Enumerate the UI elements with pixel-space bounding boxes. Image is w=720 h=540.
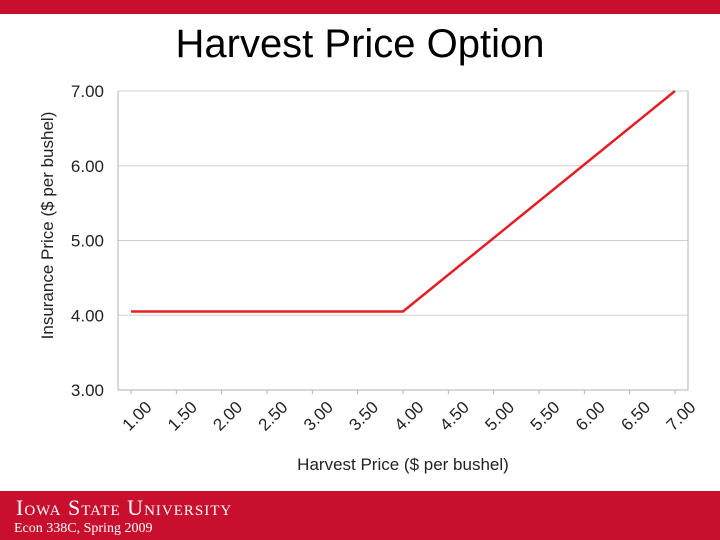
slide-title: Harvest Price Option <box>175 22 545 66</box>
x-tick-labels: 1.00 1.50 2.00 2.50 3.00 3.50 4.00 4.50 5.00 5.50… <box>119 398 700 435</box>
plot-frame <box>117 91 689 394</box>
x-tick-label: 6.00 <box>572 398 609 435</box>
x-tick-label: 3.00 <box>300 398 337 435</box>
x-tick-label: 3.50 <box>345 398 382 435</box>
x-tick-label: 2.50 <box>255 398 292 435</box>
y-tick-label: 5.00 <box>71 232 104 251</box>
course-label: Econ 338C, Spring 2009 <box>14 521 153 536</box>
x-tick-label: 4.50 <box>436 398 473 435</box>
series-line <box>131 90 676 313</box>
x-tick-label: 5.50 <box>527 398 564 435</box>
y-axis-label: Insurance Price ($ per bushel) <box>38 112 57 340</box>
x-tick-label: 1.00 <box>119 398 156 435</box>
y-tick-labels: 3.00 4.00 5.00 6.00 7.00 <box>71 82 104 400</box>
x-axis-label: Harvest Price ($ per bushel) <box>297 455 509 474</box>
footer-bar: Iowa State University Econ 338C, Spring … <box>0 491 720 540</box>
series-group <box>131 90 676 313</box>
x-tick-label: 4.00 <box>391 398 428 435</box>
x-tick-label: 1.50 <box>164 398 201 435</box>
x-tick-label: 7.00 <box>663 398 700 435</box>
y-tick-label: 6.00 <box>71 157 104 176</box>
x-tick-label: 6.50 <box>617 398 654 435</box>
x-tick-label: 5.00 <box>481 398 518 435</box>
y-tick-label: 3.00 <box>71 381 104 400</box>
y-tick-label: 7.00 <box>71 82 104 101</box>
line-chart: 3.004.005.006.007.00 1.00 1.50 2.00 2.50 3.0… <box>38 82 700 474</box>
y-tick-label: 4.00 <box>71 306 104 325</box>
x-tick-label: 2.00 <box>209 398 246 435</box>
grid-lines <box>118 90 688 391</box>
top-accent-bar <box>0 0 720 14</box>
university-wordmark: Iowa State University <box>16 495 233 520</box>
